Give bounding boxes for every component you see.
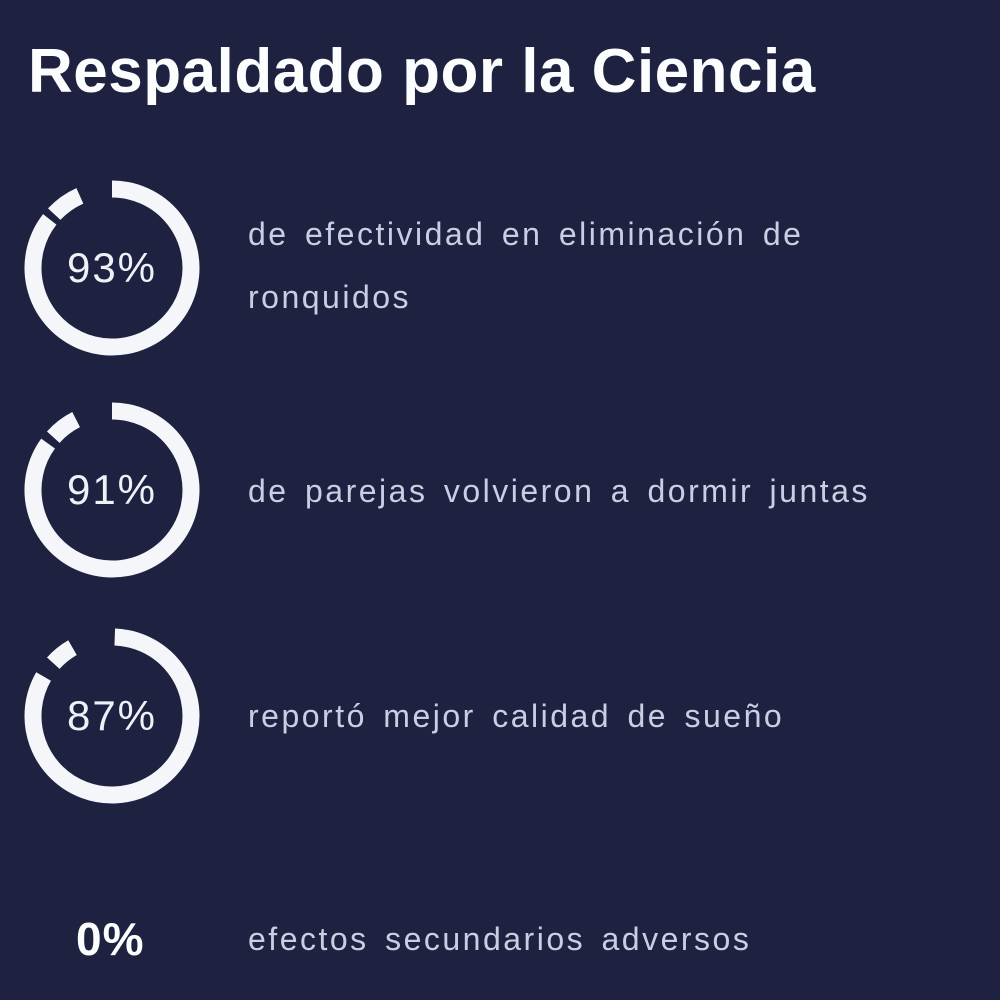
- progress-ring-icon: [24, 402, 200, 578]
- page-title: Respaldado por la Ciencia: [28, 37, 816, 106]
- progress-ring-icon: [24, 180, 200, 356]
- stat-description: de efectividad en eliminación de ronquid…: [248, 216, 804, 315]
- stat-description: de parejas volvieron a dormir juntas: [248, 473, 870, 509]
- stat-ring-91: 91%: [24, 402, 200, 578]
- stat-ring-87: 87%: [24, 628, 200, 804]
- percent-value: 93%: [66, 244, 158, 291]
- percent-value: 91%: [66, 466, 158, 513]
- stat-description: reportó mejor calidad de sueño: [248, 698, 785, 734]
- percent-value-zero: 0%: [76, 913, 145, 965]
- percent-value: 87%: [66, 692, 158, 739]
- stat-ring-93: 93%: [24, 180, 200, 356]
- progress-ring-icon: [24, 628, 200, 804]
- stat-description: efectos secundarios adversos: [248, 921, 752, 957]
